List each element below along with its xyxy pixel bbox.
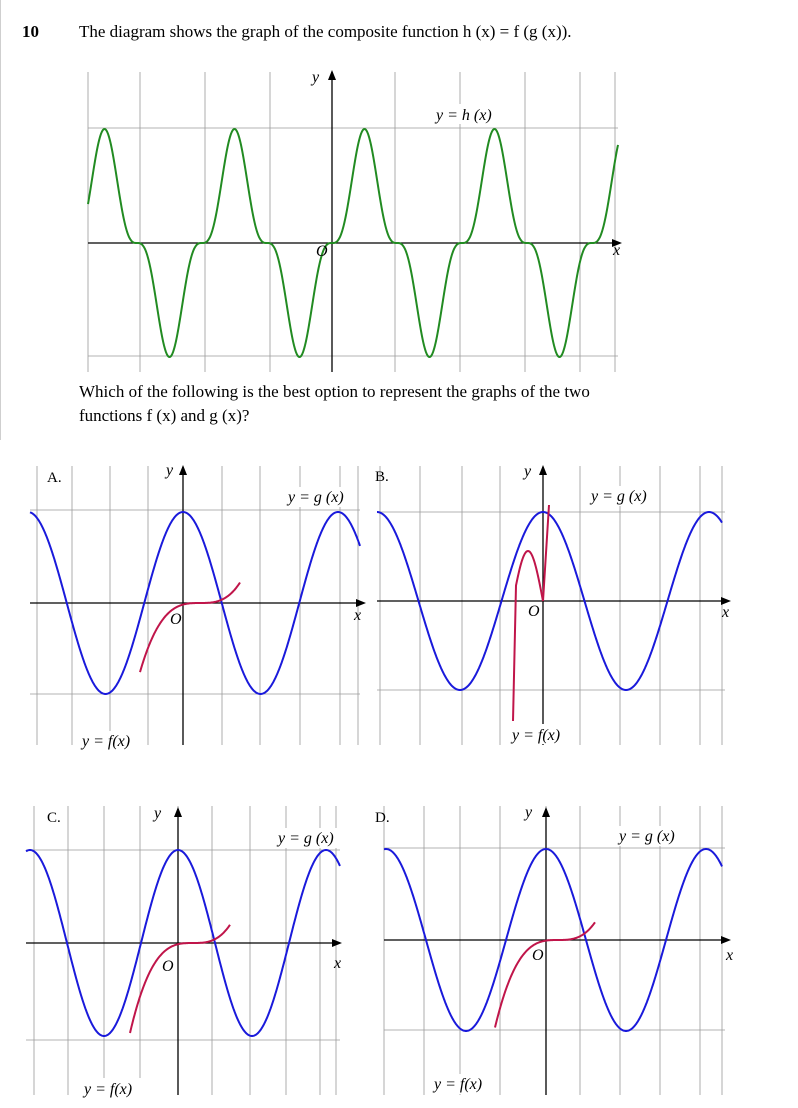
main-y-label: y bbox=[310, 69, 320, 86]
option-b-grid bbox=[377, 466, 725, 745]
option-c-y-label: y bbox=[152, 805, 162, 822]
option-b-origin: O bbox=[528, 603, 540, 620]
option-d-x-label: x bbox=[725, 947, 733, 964]
option-d-y-label: y bbox=[523, 804, 533, 821]
option-d-origin: O bbox=[532, 947, 544, 964]
option-b-letter: B. bbox=[375, 469, 389, 485]
main-origin-label: O bbox=[316, 243, 328, 260]
option-d-letter: D. bbox=[375, 810, 390, 826]
main-x-label: x bbox=[612, 242, 620, 259]
option-c-f-label: y = f(x) bbox=[82, 1081, 132, 1098]
main-graph: y x O y = h (x) bbox=[87, 69, 622, 372]
option-b-x-label: x bbox=[721, 604, 729, 621]
option-d-g-label: y = g (x) bbox=[617, 828, 675, 845]
option-b-g-label: y = g (x) bbox=[589, 488, 647, 505]
h-curve bbox=[87, 127, 619, 359]
option-d-grid bbox=[383, 806, 725, 1095]
option-c-g-curve bbox=[25, 849, 341, 1037]
question-prompt: Which of the following is the best optio… bbox=[79, 382, 590, 425]
question-text: The diagram shows the graph of the compo… bbox=[79, 22, 572, 41]
option-a-origin: O bbox=[170, 611, 182, 628]
option-b-f-curve bbox=[512, 504, 550, 722]
option-c-g-label: y = g (x) bbox=[276, 830, 334, 847]
main-x-arrow bbox=[612, 239, 622, 247]
option-c-f-curve bbox=[129, 924, 231, 1034]
option-a-f-curve bbox=[139, 581, 241, 673]
option-d-g-curve bbox=[383, 848, 723, 1032]
main-y-arrow bbox=[328, 70, 336, 80]
option-a-letter: A. bbox=[47, 470, 62, 486]
option-c-graph[interactable]: C. y x O y = g (x) y = f(x) bbox=[24, 798, 354, 1098]
option-a-f-label: y = f(x) bbox=[80, 733, 130, 750]
page-edge bbox=[0, 0, 1, 440]
option-a-graph[interactable]: A. y x O y = g (x) y = f(x) bbox=[28, 458, 368, 751]
option-c-origin: O bbox=[162, 958, 174, 975]
main-grid bbox=[87, 72, 618, 372]
option-b-f-label: y = f(x) bbox=[510, 727, 560, 744]
option-a-y-label: y bbox=[164, 462, 174, 479]
option-a-x-label: x bbox=[353, 607, 361, 624]
option-c-grid bbox=[26, 806, 340, 1095]
option-a-g-label: y = g (x) bbox=[286, 489, 344, 506]
option-c-letter: C. bbox=[47, 810, 61, 826]
option-b-y-label: y bbox=[522, 463, 532, 480]
option-d-f-curve bbox=[494, 921, 596, 1028]
question-number: 10 bbox=[22, 22, 39, 41]
main-axes bbox=[88, 70, 622, 372]
option-a-g-curve bbox=[29, 511, 361, 695]
option-b-g-curve bbox=[377, 511, 723, 691]
option-c-x-label: x bbox=[333, 955, 341, 972]
option-d-graph[interactable]: D. y x O y = g (x) y = f(x) bbox=[372, 798, 738, 1098]
option-a-grid bbox=[30, 466, 360, 745]
option-d-f-label: y = f(x) bbox=[432, 1076, 482, 1093]
h-curve-label: y = h (x) bbox=[434, 107, 492, 124]
option-b-graph[interactable]: B. y x O y = g (x) y = f(x) bbox=[372, 458, 738, 748]
